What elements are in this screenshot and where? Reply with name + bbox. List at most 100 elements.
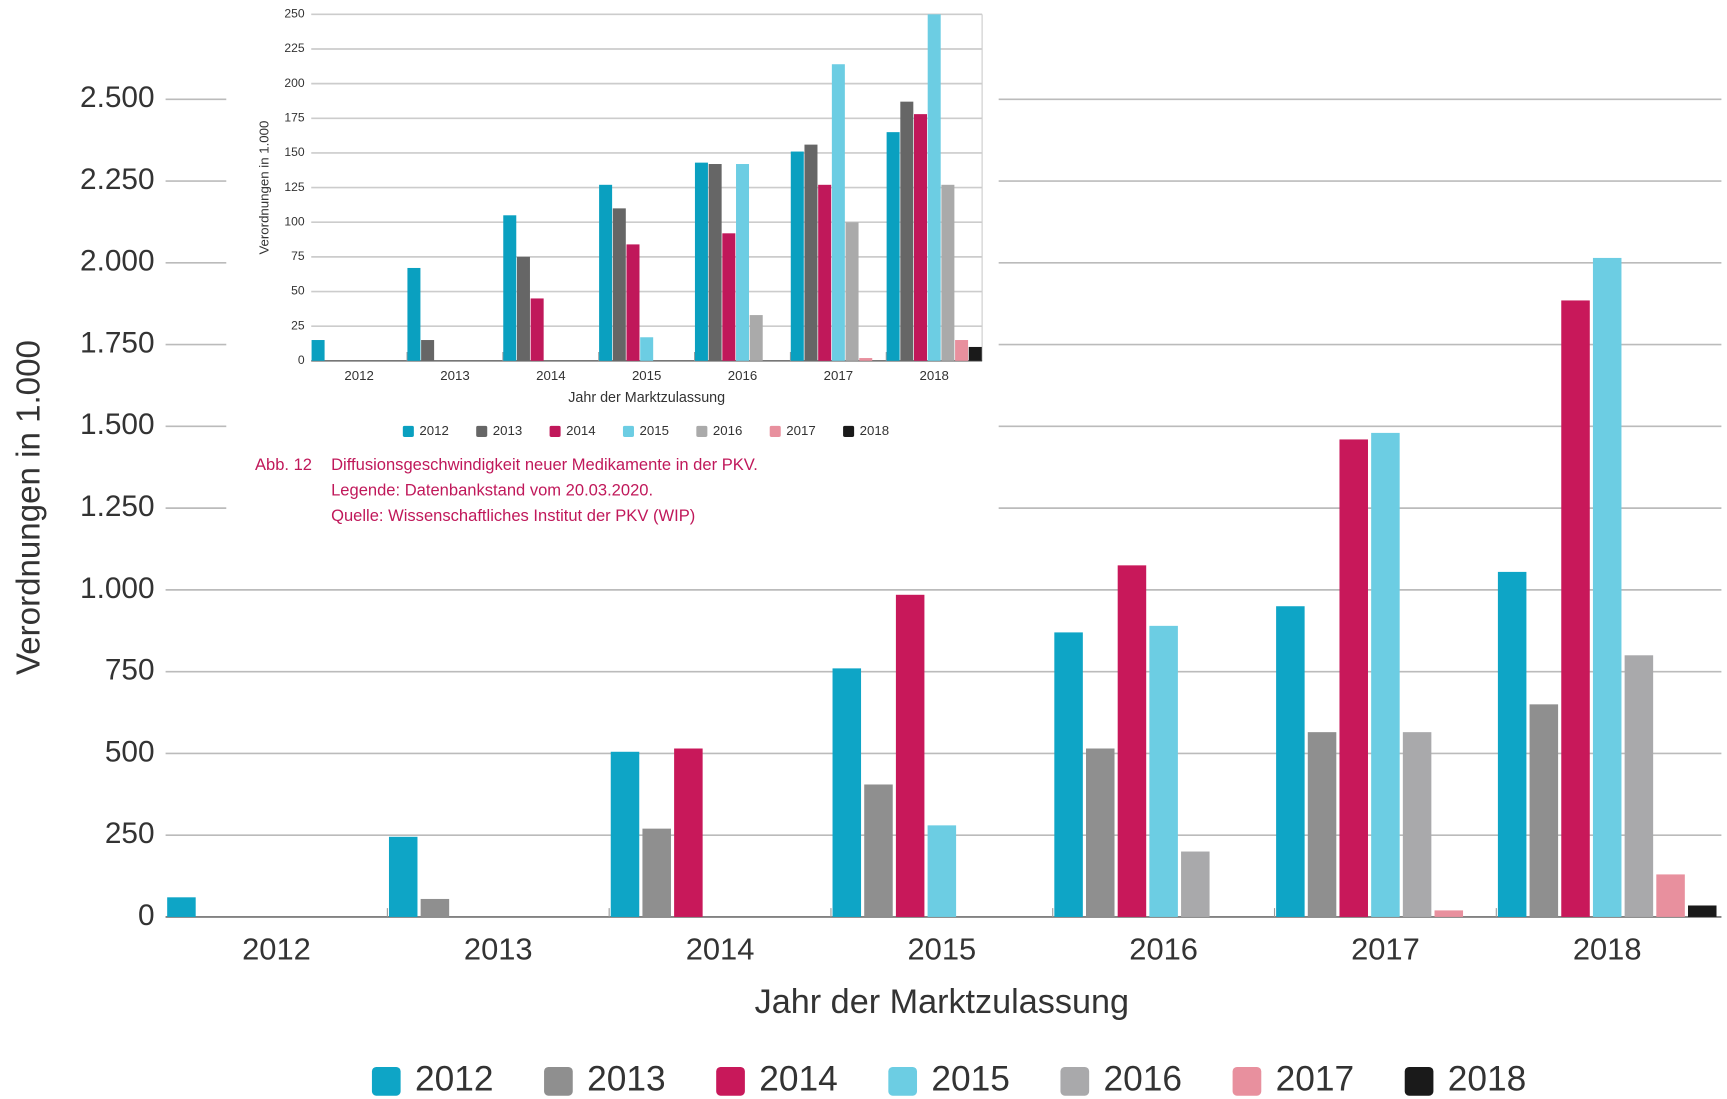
- bar: [955, 340, 969, 361]
- bar: [927, 14, 941, 361]
- bar: [804, 144, 818, 361]
- legend-label: 2018: [860, 423, 889, 438]
- legend-swatch: [1232, 1067, 1262, 1096]
- legend-swatch: [769, 425, 781, 437]
- bar: [1307, 732, 1337, 917]
- y-tick-label: 175: [284, 110, 304, 124]
- bar: [1561, 300, 1590, 917]
- bar: [1086, 748, 1115, 917]
- y-tick-label: 1.250: [80, 490, 155, 523]
- legend-label: 2013: [493, 423, 522, 438]
- bar: [1687, 905, 1717, 917]
- legend-swatch: [888, 1067, 918, 1096]
- bar: [831, 64, 845, 361]
- y-tick-label: 25: [291, 318, 305, 332]
- bar: [914, 114, 928, 361]
- bar: [1656, 874, 1685, 917]
- y-tick-label: 250: [105, 817, 155, 850]
- caption-line: Quelle: Wissenschaftliches Institut der …: [331, 506, 695, 525]
- legend-swatch: [402, 425, 414, 437]
- legend-swatch: [549, 425, 561, 437]
- legend-swatch: [843, 425, 855, 437]
- y-axis-title: Verordnungen in 1.000: [11, 340, 48, 675]
- y-tick-label: 2.250: [80, 163, 155, 196]
- y-tick-label: 125: [284, 180, 304, 194]
- bar: [818, 184, 832, 361]
- bar: [420, 898, 450, 917]
- legend-swatch: [1060, 1067, 1090, 1096]
- y-tick-label: 75: [291, 249, 305, 263]
- legend-label: 2014: [759, 1060, 838, 1099]
- bar: [1592, 257, 1622, 917]
- y-tick-label: 100: [284, 214, 304, 228]
- bar: [886, 132, 900, 361]
- y-tick-label: 1.000: [80, 572, 155, 605]
- bar: [503, 215, 517, 361]
- y-tick-label: 250: [284, 7, 304, 21]
- inset-background: [226, 0, 999, 541]
- caption-line: Legende: Datenbankstand vom 20.03.2020.: [331, 480, 653, 499]
- legend-swatch: [1404, 1067, 1434, 1096]
- x-tick-label: 2012: [344, 368, 373, 383]
- x-tick-label: 2017: [824, 368, 853, 383]
- x-tick-label: 2015: [632, 368, 661, 383]
- y-tick-label: 2.000: [80, 245, 155, 278]
- x-axis-title: Jahr der Marktzulassung: [568, 390, 725, 406]
- legend-label: 2012: [419, 423, 448, 438]
- legend-swatch: [716, 1067, 745, 1096]
- y-tick-label: 150: [284, 145, 304, 159]
- legend-label: 2018: [1448, 1060, 1527, 1099]
- y-tick-label: 50: [291, 284, 305, 298]
- legend-label: 2016: [713, 423, 742, 438]
- x-tick-label: 2014: [686, 931, 755, 966]
- bar: [167, 897, 196, 917]
- bar: [900, 101, 914, 361]
- bar: [421, 340, 435, 361]
- bar: [864, 784, 893, 917]
- x-tick-label: 2016: [728, 368, 757, 383]
- x-tick-label: 2014: [536, 368, 565, 383]
- bar: [1276, 606, 1305, 917]
- bar: [599, 184, 613, 361]
- legend-swatch: [696, 425, 708, 437]
- bar: [674, 748, 703, 917]
- bar: [1402, 732, 1432, 917]
- x-tick-label: 2016: [1129, 931, 1198, 966]
- bar: [407, 267, 421, 361]
- legend-label: 2015: [640, 423, 669, 438]
- y-tick-label: 0: [298, 353, 305, 367]
- inset-chart: 0 25 50 75 100 125 150 175 200 225 250 2012 2013 2014…: [255, 7, 983, 525]
- y-tick-label: 500: [105, 735, 155, 768]
- x-tick-label: 2012: [242, 931, 311, 966]
- main-chart: 02505007501.0001.2501.5001.7502.0002.250…: [11, 81, 1722, 1099]
- y-tick-label: 750: [105, 654, 155, 687]
- bar: [708, 164, 722, 361]
- legend-swatch: [622, 425, 634, 437]
- x-tick-label: 2013: [464, 931, 533, 966]
- bar: [311, 340, 325, 361]
- legend-swatch: [544, 1067, 573, 1096]
- y-axis-title: Verordnungen in 1.000: [256, 121, 271, 255]
- caption-label: Abb. 12: [255, 455, 312, 474]
- legend-label: 2017: [1276, 1060, 1355, 1099]
- bar: [749, 315, 763, 361]
- y-tick-label: 225: [284, 41, 304, 55]
- bar: [612, 208, 626, 361]
- bar: [736, 164, 750, 361]
- legend-label: 2013: [587, 1060, 666, 1099]
- bar: [626, 244, 640, 361]
- y-tick-label: 0: [138, 899, 155, 932]
- bar: [1529, 704, 1559, 917]
- bar: [941, 184, 955, 361]
- bar: [530, 298, 544, 361]
- bar: [1117, 565, 1147, 917]
- bar: [640, 337, 654, 361]
- legend-label: 2017: [786, 423, 815, 438]
- legend-swatch: [476, 425, 488, 437]
- bar: [610, 751, 640, 917]
- y-tick-label: 1.750: [80, 326, 155, 359]
- bar: [790, 151, 804, 361]
- bar: [722, 233, 736, 361]
- bar: [832, 668, 862, 917]
